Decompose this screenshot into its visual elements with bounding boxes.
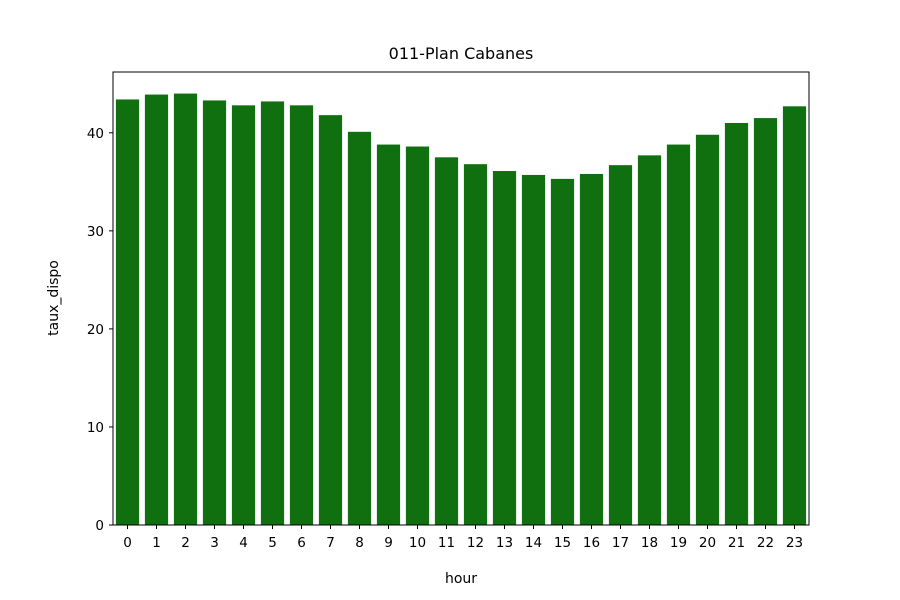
x-tick-label: 9 [384, 535, 393, 551]
x-tick-label: 19 [670, 535, 687, 551]
y-tick-label: 0 [95, 518, 104, 534]
x-tick-label: 21 [728, 535, 745, 551]
bar-hour-3 [202, 100, 227, 525]
bar-hour-18 [637, 155, 662, 525]
x-tick-label: 7 [326, 535, 335, 551]
bar-hour-7 [318, 115, 343, 525]
y-tick-label: 30 [87, 224, 104, 240]
bar-hour-19 [666, 144, 691, 525]
bar-hour-2 [173, 93, 198, 525]
x-tick-label: 3 [210, 535, 219, 551]
x-axis: 0 1 2 3 4 5 6 7 8 9 10 11 12 13 14 15 16 17 18 19 20 21 22 23 [123, 525, 803, 551]
x-axis-label: hour [445, 571, 477, 587]
x-tick-label: 2 [181, 535, 190, 551]
y-tick-label: 10 [87, 420, 104, 436]
x-tick-label: 16 [583, 535, 600, 551]
y-axis: 0 10 20 30 40 [87, 126, 113, 534]
bar-hour-11 [434, 157, 459, 525]
bar-hour-5 [260, 101, 285, 526]
bar-hour-6 [289, 105, 314, 525]
x-tick-label: 0 [123, 535, 132, 551]
x-tick-label: 20 [699, 535, 716, 551]
bar-hour-20 [695, 134, 720, 525]
x-tick-label: 1 [152, 535, 161, 551]
x-tick-label: 11 [438, 535, 455, 551]
bar-hour-21 [724, 122, 749, 526]
x-tick-label: 22 [757, 535, 774, 551]
x-tick-label: 14 [525, 535, 542, 551]
bar-hour-12 [463, 164, 488, 526]
x-tick-label: 12 [467, 535, 484, 551]
x-tick-label: 6 [297, 535, 306, 551]
bar-hour-13 [492, 171, 517, 525]
bars-group [115, 93, 807, 526]
bar-hour-4 [231, 105, 256, 525]
chart-title: 011-Plan Cabanes [389, 44, 534, 63]
bar-hour-1 [144, 94, 169, 526]
plot-frame [112, 71, 810, 526]
y-tick-label: 20 [87, 322, 104, 338]
bar-hour-14 [521, 174, 546, 525]
x-tick-label: 17 [612, 535, 629, 551]
x-tick-label: 5 [268, 535, 277, 551]
bar-hour-22 [753, 118, 778, 525]
bar-hour-0 [115, 99, 140, 525]
x-tick-label: 10 [409, 535, 426, 551]
x-tick-label: 8 [355, 535, 364, 551]
x-tick-label: 15 [554, 535, 571, 551]
y-axis-label: taux_dispo [46, 260, 62, 336]
bar-hour-9 [376, 144, 401, 525]
x-tick-label: 4 [239, 535, 248, 551]
x-tick-label: 23 [786, 535, 803, 551]
bar-hour-15 [550, 178, 575, 525]
x-tick-label: 13 [496, 535, 513, 551]
bar-hour-16 [579, 173, 604, 525]
bar-hour-10 [405, 146, 430, 525]
bar-hour-23 [782, 106, 807, 525]
bar-hour-17 [608, 165, 633, 525]
x-tick-label: 18 [641, 535, 658, 551]
y-tick-label: 40 [87, 126, 104, 142]
bar-hour-8 [347, 131, 372, 525]
